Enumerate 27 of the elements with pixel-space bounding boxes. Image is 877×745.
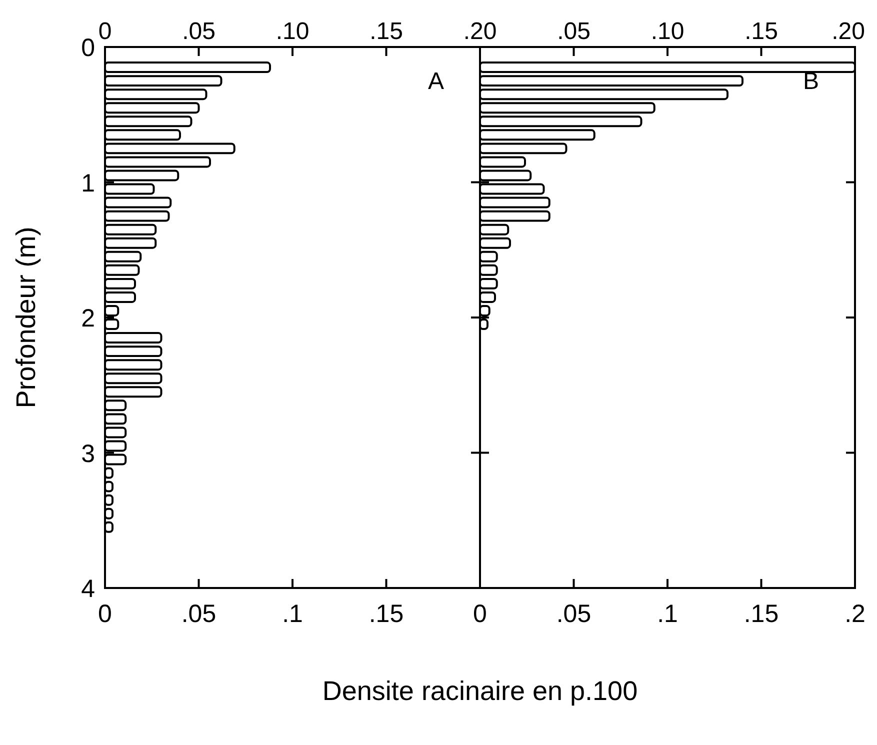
x2-tick-label: .20 xyxy=(832,18,865,45)
x-tick-label: 0 xyxy=(98,600,112,628)
annotation: B xyxy=(802,68,820,95)
x-tick-label: .2 xyxy=(844,600,866,628)
y-tick-label: 0 xyxy=(81,34,95,62)
x-axis-title: Densite racinaire en p.100 xyxy=(322,676,638,706)
y-tick-label: 3 xyxy=(81,440,95,468)
x-tick-label: .05 xyxy=(556,600,592,628)
x2-tick-label: .15 xyxy=(744,18,778,45)
x-tick-label: .15 xyxy=(744,600,779,628)
x2-tick-label: 0 xyxy=(98,18,112,45)
x2-tick-label: .20 xyxy=(463,18,497,45)
y-tick-label: 4 xyxy=(81,575,96,603)
x-tick-label: .1 xyxy=(657,600,678,628)
x2-tick-label: .10 xyxy=(276,18,310,45)
x-tick-label: .05 xyxy=(181,600,216,628)
x-tick-label: .15 xyxy=(368,600,404,628)
x-tick-label: 0 xyxy=(473,600,487,628)
y-tick-label: 2 xyxy=(81,304,95,332)
x2-tick-label: .15 xyxy=(370,18,403,45)
y-tick-label: 1 xyxy=(81,169,95,198)
x2-tick-label: .10 xyxy=(650,18,684,45)
x2-tick-label: .05 xyxy=(182,18,216,45)
x2-tick-label: .05 xyxy=(557,18,590,45)
x-tick-label: .1 xyxy=(282,600,303,628)
annotation: A xyxy=(428,68,444,95)
y-axis-title: Profondeur (m) xyxy=(11,226,41,408)
